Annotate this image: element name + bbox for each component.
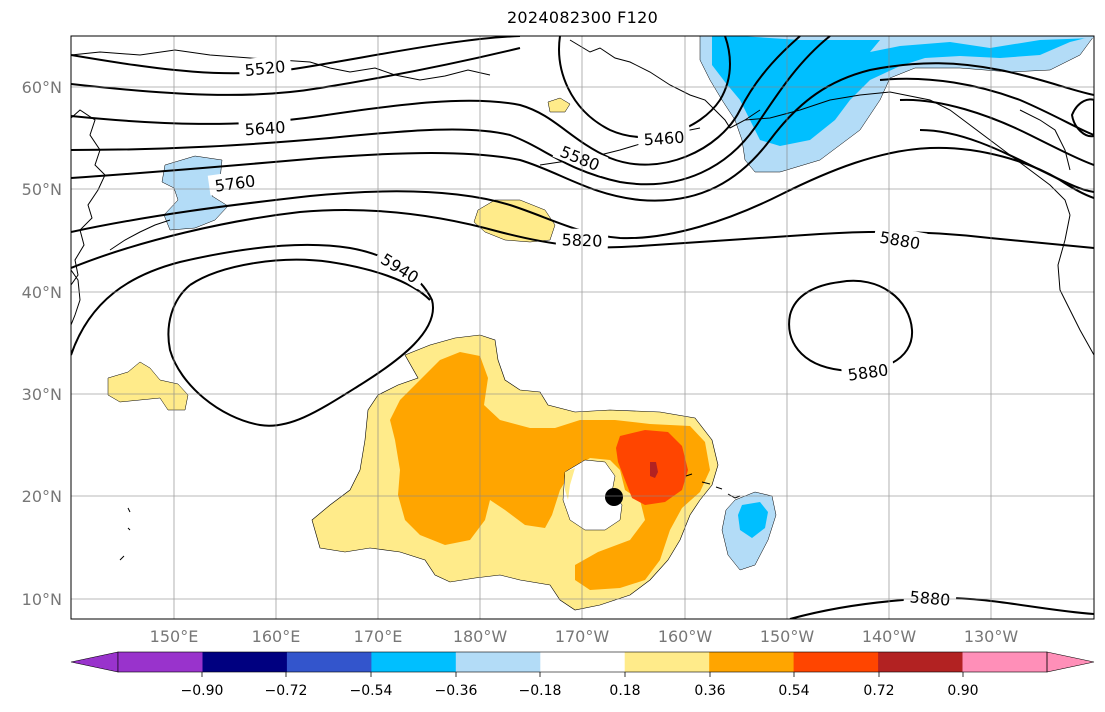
contour-label: 5640 (238, 115, 292, 140)
coast-kamchatka (71, 109, 106, 286)
contour-5880-main (71, 209, 1094, 269)
coast-hawaii (685, 473, 741, 499)
lon-labels: 150°E 160°E 170°E 180°W 170°W 160°W 150°… (150, 627, 1019, 646)
lat-labels: 10°N 20°N 30°N 40°N 50°N 60°N (22, 78, 62, 609)
lat-label: 40°N (22, 283, 62, 302)
colorbar-segment (878, 652, 964, 672)
colorbar-segment (709, 652, 795, 672)
coast-na-bc (1019, 109, 1071, 171)
contour-label: 5880 (872, 224, 928, 253)
lon-label: 150°E (150, 627, 199, 646)
lat-label: 30°N (22, 385, 62, 404)
coast-east-asia (71, 269, 81, 326)
lat-label: 20°N (22, 487, 62, 506)
contour-5760 (71, 62, 1094, 202)
colorbar-segment (371, 652, 457, 672)
svg-text:5880: 5880 (909, 587, 951, 609)
coast-islands-marianas (119, 507, 131, 561)
colorbar-segment (624, 652, 710, 672)
lat-label: 10°N (22, 590, 62, 609)
pos-region-peak (650, 462, 658, 478)
colorbar-tick-label: 0.18 (609, 683, 640, 699)
lon-label: 160°W (658, 627, 713, 646)
colorbar-tick-label: 0.90 (947, 683, 978, 699)
colorbar-segment (118, 652, 203, 672)
colorbar-segment (286, 652, 372, 672)
pos-region-main-core (390, 352, 710, 590)
lon-label: 160°E (252, 627, 301, 646)
colorbar-tick-label: −0.72 (265, 683, 308, 699)
lon-label: 140°W (862, 627, 917, 646)
colorbar-tick-label: 0.54 (778, 683, 809, 699)
colorbar-segment (793, 652, 879, 672)
pos-region-west-japan (107, 361, 189, 411)
pos-region-north-pacific (473, 199, 556, 243)
colorbar-extend-low (70, 651, 119, 673)
contour-5700 (71, 36, 831, 186)
colorbar-tick-label: 0.36 (694, 683, 725, 699)
neg-region-gulf-alaska-core (712, 36, 1094, 146)
colorbar-tick-label: −0.18 (519, 683, 562, 699)
lat-label: 60°N (22, 78, 62, 97)
map-frame (70, 35, 1095, 620)
svg-text:5460: 5460 (643, 128, 685, 150)
colorbar-tick-label: −0.36 (435, 683, 478, 699)
contour-5820 (71, 146, 1094, 240)
colorbar-tick-label: 0.72 (863, 683, 894, 699)
colorbar-segment (540, 652, 626, 672)
svg-text:5640: 5640 (244, 118, 286, 140)
colorbar-segment (455, 652, 541, 672)
contour-5940 (189, 258, 431, 301)
lat-label: 50°N (22, 180, 62, 199)
lon-label: 130°W (964, 627, 1019, 646)
contour-label: 5880 (903, 584, 957, 610)
coast-kuril (109, 219, 171, 251)
colorbar-tick-label: −0.90 (181, 683, 224, 699)
colorbar-segment (962, 652, 1048, 672)
gridlines (71, 36, 1094, 619)
calm-eye (562, 459, 623, 531)
coast-na-west (1057, 214, 1094, 356)
lon-label: 170°W (555, 627, 610, 646)
lon-label: 170°E (354, 627, 403, 646)
contour-5580-a (71, 47, 521, 96)
colorbar-tick-label: −0.54 (350, 683, 393, 699)
neg-region-kamchatka (161, 155, 229, 231)
contour-5880-ridge (71, 243, 435, 427)
coast-alaska-south (744, 91, 1071, 216)
colorbar-segment (202, 652, 288, 672)
lon-label: 180°W (453, 627, 508, 646)
contour-5520 (71, 36, 521, 75)
chart-title: 2024082300 F120 (506, 8, 659, 27)
colorbar-extend-high (1046, 651, 1095, 673)
storm-center-marker (605, 488, 623, 506)
contour-label: 5460 (637, 125, 691, 150)
lon-label: 150°W (760, 627, 815, 646)
colorbar: −0.90 −0.72 −0.54 −0.36 −0.18 0.18 0.36 … (70, 651, 1095, 699)
